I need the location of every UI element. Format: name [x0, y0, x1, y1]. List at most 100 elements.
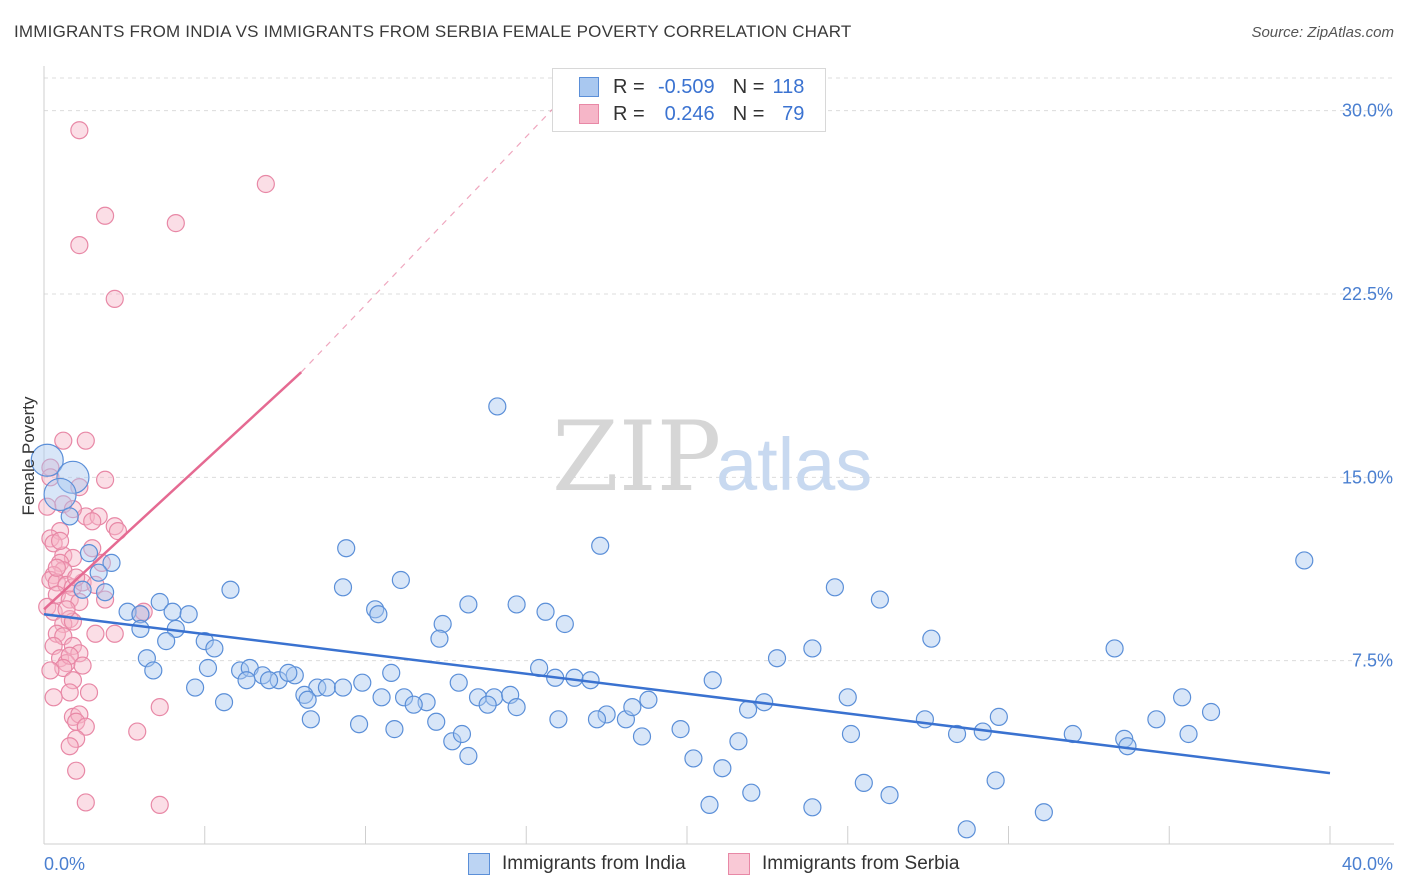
serbia-swatch [579, 104, 599, 124]
india-point [131, 619, 150, 638]
legend-r-value: 0.246 [664, 102, 715, 125]
india-point [671, 720, 690, 739]
chart-title: IMMIGRANTS FROM INDIA VS IMMIGRANTS FROM… [14, 22, 852, 41]
watermark-zip: ZIP [552, 401, 721, 513]
y-tick-label: 30.0% [1342, 101, 1393, 121]
india-point [298, 690, 317, 709]
india-point [587, 710, 607, 729]
india-point [427, 712, 446, 731]
serbia-point [150, 795, 169, 814]
india-point [60, 507, 79, 526]
serbia-point [70, 121, 89, 140]
serbia-point [70, 478, 89, 497]
india-point [73, 580, 92, 599]
india-point [507, 698, 526, 717]
india-point [459, 746, 478, 766]
india-point [449, 673, 468, 692]
legend-n-label: N = [732, 102, 765, 125]
serbia-point [76, 431, 95, 450]
serbia-trend-line [43, 371, 303, 611]
india-point [259, 671, 279, 690]
india-point [915, 710, 935, 729]
india-point [591, 536, 610, 555]
bottom-legend-india: Immigrants from India [468, 852, 686, 876]
india-point [279, 663, 298, 682]
india-point [947, 724, 967, 744]
india-point [385, 720, 404, 739]
legend-r-label: R = [613, 75, 645, 98]
india-point [205, 639, 224, 658]
india-point [957, 820, 976, 839]
india-point [597, 705, 616, 724]
india-point [404, 695, 423, 714]
india-point [468, 688, 488, 707]
serbia-point [105, 289, 124, 308]
india-point [684, 749, 703, 768]
india-point [30, 443, 64, 477]
india-swatch [579, 77, 599, 97]
india-point [131, 605, 150, 624]
india-point [89, 563, 108, 582]
india-point [742, 783, 761, 802]
india-trend-line [43, 612, 1331, 775]
serbia-point [44, 688, 63, 707]
india-point [430, 629, 449, 648]
india-point [841, 724, 861, 744]
india-point [333, 678, 353, 697]
india-point [700, 795, 719, 814]
india-point [237, 671, 256, 690]
india-point [150, 592, 169, 612]
india-point [79, 544, 99, 563]
x-tick-label-max: 40.0% [1342, 854, 1393, 874]
y-tick-label: 22.5% [1342, 284, 1393, 304]
india-point [353, 673, 372, 692]
india-point [1147, 710, 1166, 729]
india-point [214, 693, 234, 712]
india-point [221, 580, 240, 599]
india-point [1173, 688, 1192, 707]
india-point [391, 570, 410, 590]
serbia-point [134, 602, 153, 621]
india-point [317, 678, 337, 697]
india-point [1034, 803, 1053, 822]
india-point [366, 600, 385, 619]
serbia-point [150, 698, 169, 717]
india-point [767, 649, 787, 668]
serbia-point [47, 558, 66, 577]
serbia-point [67, 761, 86, 780]
legend-row-serbia: R = 0.246 N = 79 [579, 102, 804, 126]
india-point [623, 698, 642, 717]
serbia-legend-swatch [728, 853, 750, 875]
watermark-atlas: atlas [716, 423, 872, 506]
legend-n-value: 79 [782, 102, 805, 125]
india-point [1179, 724, 1198, 744]
india-point [157, 632, 176, 651]
legend-n-label: N = [732, 75, 765, 98]
serbia-point [60, 683, 79, 702]
serbia-point [166, 214, 185, 233]
y-tick-label: 7.5% [1352, 651, 1393, 671]
india-point [803, 639, 822, 658]
serbia-point [83, 512, 102, 531]
india-point [452, 724, 472, 744]
serbia-point [95, 206, 115, 225]
india-point [870, 590, 890, 609]
x-tick-label-min: 0.0% [44, 854, 85, 874]
india-point [337, 539, 356, 558]
india-point [507, 595, 526, 614]
india-point [1105, 639, 1124, 658]
serbia-point [67, 729, 86, 748]
serbia-point [105, 517, 124, 536]
serbia-point [95, 470, 115, 489]
india-points [30, 397, 1314, 839]
india-point [163, 602, 182, 621]
india-point [738, 700, 758, 719]
serbia-point [256, 174, 275, 194]
india-point [488, 397, 507, 416]
serbia-point [86, 624, 105, 643]
india-point [713, 759, 732, 778]
axis-layer: 7.5% 15.0% 22.5% 30.0% [43, 66, 1394, 845]
serbia-point [54, 431, 73, 450]
india-point [394, 688, 414, 707]
stats-legend: R = -0.509 N = 118 R = 0.246 N = 79 [552, 68, 826, 132]
